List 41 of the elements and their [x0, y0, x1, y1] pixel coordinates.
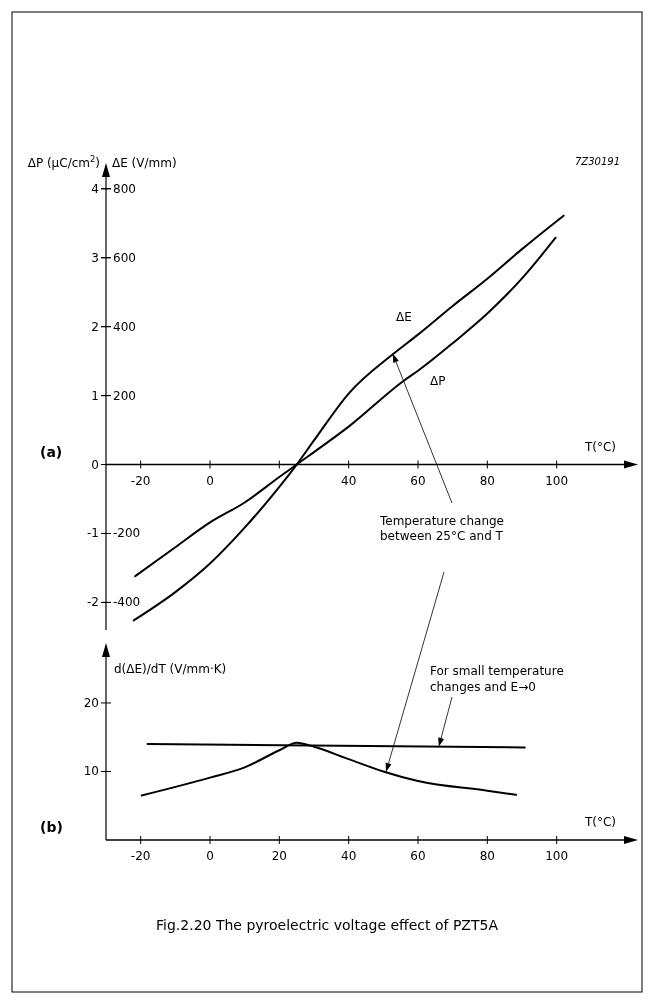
y2-tick-label: 400 [113, 319, 136, 334]
series-label: ΔP [430, 373, 446, 388]
text: (b) [40, 819, 63, 835]
y-tick-label: 0 [91, 457, 99, 472]
x-tick-label: 100 [545, 849, 569, 863]
x-tick-label: 0 [206, 849, 214, 863]
y2-tick-label: -400 [113, 595, 141, 610]
y2-axis-title: ΔE (V/mm) [112, 156, 177, 170]
x-tick-label: 60 [410, 473, 426, 488]
x-tick-label: 40 [341, 849, 357, 863]
y-axis-title: d(ΔE)/dT (V/mm·K) [114, 662, 227, 676]
y2-tick-label: -200 [113, 526, 141, 541]
text: (a) [40, 443, 63, 460]
x-tick-label: -20 [130, 849, 151, 863]
x-tick-label: 40 [341, 473, 357, 488]
y-tick-label: 10 [83, 764, 99, 779]
x-tick-label: 80 [479, 473, 495, 488]
y2-tick-label: 800 [113, 181, 136, 196]
x-axis-title: T(°C) [583, 439, 616, 454]
y2-tick-label: 600 [113, 250, 136, 265]
x-tick-label: 20 [271, 849, 287, 863]
annotation: For small temperature changes and E→0 [430, 664, 564, 694]
x-tick-label: -20 [130, 473, 151, 488]
y-tick-label: -2 [87, 595, 99, 610]
caption: Fig.2.20 The pyroelectric voltage effect of PZT5A [156, 917, 499, 933]
y-tick-label: 3 [91, 250, 99, 265]
x-axis-title: T(°C) [583, 815, 616, 829]
x-tick-label: 60 [410, 849, 426, 863]
y-tick-label: 20 [83, 695, 99, 710]
x-tick-label: 0 [206, 473, 214, 488]
y-tick-label: -1 [87, 526, 99, 541]
text: 7Z30191 [574, 156, 620, 167]
x-tick-label: 100 [545, 473, 569, 488]
y-tick-label: 4 [91, 181, 99, 196]
y-tick-label: 1 [91, 388, 99, 403]
annotation: Temperature change between 25°C and T [379, 513, 504, 544]
y-tick-label: 2 [91, 319, 99, 334]
y2-tick-label: 200 [113, 388, 136, 403]
y-axis-title: ΔP (µC/cm$^{2}$) [27, 154, 100, 170]
x-tick-label: 80 [479, 849, 495, 863]
series-label: ΔE [396, 309, 412, 324]
